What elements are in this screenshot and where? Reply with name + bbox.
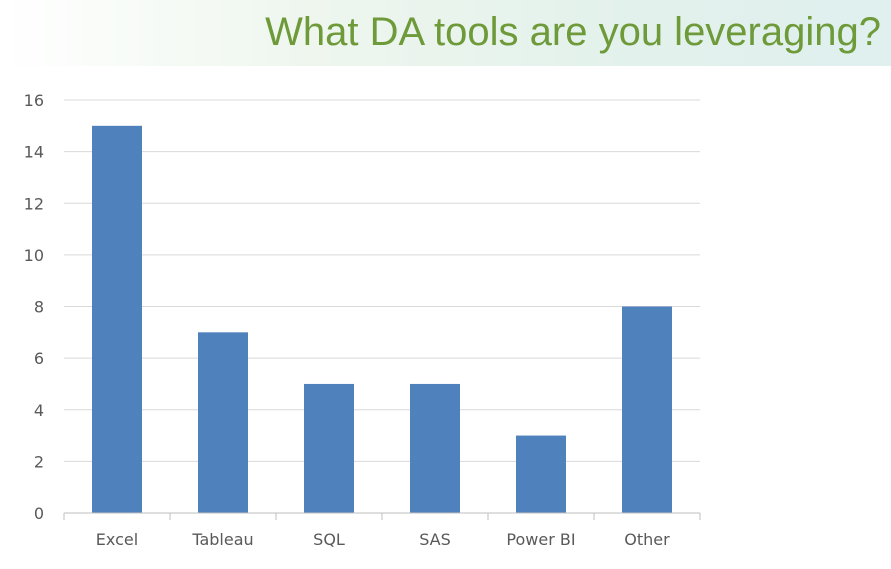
bar-chart: 0 2 4 6 8 10 12 14 16 Excel Tableau SQL SAS Power BI… [24, 91, 701, 549]
bar-tableau [198, 332, 248, 513]
y-tick-label: 4 [34, 401, 44, 420]
bar-sas [410, 383, 460, 513]
y-tick-label: 8 [34, 298, 44, 317]
x-category-label: SQL [313, 530, 345, 549]
x-category-label: Power BI [506, 530, 575, 549]
y-tick-label: 6 [34, 349, 44, 368]
gridlines [64, 99, 700, 462]
x-category-label: Excel [96, 530, 138, 549]
bar-excel [92, 125, 142, 513]
x-axis [63, 512, 701, 520]
bar-other [622, 306, 672, 513]
title-band: What DA tools are you leveraging? [0, 0, 891, 66]
y-tick-label: 16 [24, 91, 44, 110]
bar-sql [304, 383, 354, 513]
y-tick-label: 10 [24, 246, 44, 265]
x-category-label: Other [624, 530, 670, 549]
y-tick-label: 14 [24, 143, 44, 162]
x-category-label: Tableau [191, 530, 253, 549]
y-tick-label: 0 [34, 504, 44, 523]
y-tick-label: 2 [34, 452, 44, 471]
y-tick-label: 12 [24, 194, 44, 213]
x-category-labels: Excel Tableau SQL SAS Power BI Other [96, 530, 670, 549]
bar-power-bi [516, 435, 566, 513]
bars [92, 125, 672, 513]
y-tick-labels: 0 2 4 6 8 10 12 14 16 [24, 91, 44, 523]
x-category-label: SAS [419, 530, 451, 549]
slide-title: What DA tools are you leveraging? [265, 10, 881, 54]
